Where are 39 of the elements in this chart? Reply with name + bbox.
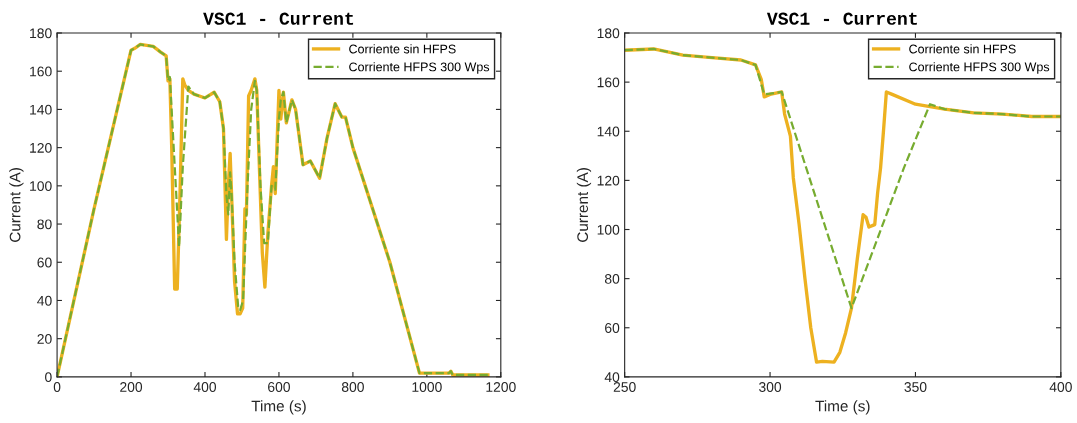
x-tick-label: 400 bbox=[193, 382, 217, 392]
y-tick-label: 20 bbox=[37, 334, 52, 344]
legend-label: Corriente HFPS 300 Wps bbox=[349, 62, 490, 74]
y-tick-label: 160 bbox=[30, 66, 52, 77]
y-axis-title: Current (A) bbox=[576, 168, 592, 242]
legend-label: Corriente sin HFPS bbox=[349, 44, 456, 54]
y-tick-label: 80 bbox=[37, 219, 52, 230]
y-tick-label: 100 bbox=[30, 181, 52, 192]
y-tick-label: 160 bbox=[597, 77, 620, 88]
y-tick-label: 120 bbox=[597, 175, 620, 186]
y-tick-label: 140 bbox=[597, 126, 620, 137]
x-tick-label: 1000 bbox=[412, 382, 442, 392]
y-tick-label: 40 bbox=[37, 295, 52, 306]
legend-label: Corriente sin HFPS bbox=[909, 44, 1016, 54]
x-tick-label: 600 bbox=[268, 382, 290, 392]
chart-title: VSC1 - Current bbox=[203, 12, 354, 25]
y-tick-label: 180 bbox=[597, 28, 620, 39]
y-tick-label: 40 bbox=[604, 372, 620, 383]
x-tick-label: 800 bbox=[341, 382, 364, 392]
y-tick-label: 100 bbox=[597, 224, 620, 235]
x-tick-label: 0 bbox=[53, 382, 61, 392]
x-tick-label: 400 bbox=[1049, 382, 1072, 392]
y-tick-label: 60 bbox=[37, 257, 52, 268]
x-tick-label: 250 bbox=[613, 382, 636, 392]
y-tick-label: 60 bbox=[605, 323, 620, 333]
x-axis-title: Time (s) bbox=[251, 400, 306, 415]
x-axis-title: Time (s) bbox=[815, 400, 870, 415]
y-tick-label: 0 bbox=[45, 372, 52, 383]
chart-title: VSC1 - Current bbox=[766, 12, 917, 25]
y-tick-label: 80 bbox=[604, 273, 620, 284]
x-tick-label: 300 bbox=[759, 382, 782, 392]
y-tick-label: 140 bbox=[30, 104, 52, 115]
x-tick-label: 1200 bbox=[486, 382, 516, 392]
y-tick-label: 120 bbox=[30, 142, 52, 153]
x-tick-label: 350 bbox=[904, 382, 927, 392]
x-tick-label: 200 bbox=[120, 382, 143, 392]
y-axis-title: Current (A) bbox=[9, 168, 24, 242]
y-tick-label: 180 bbox=[30, 28, 52, 39]
legend-label: Corriente HFPS 300 Wps bbox=[909, 62, 1050, 74]
